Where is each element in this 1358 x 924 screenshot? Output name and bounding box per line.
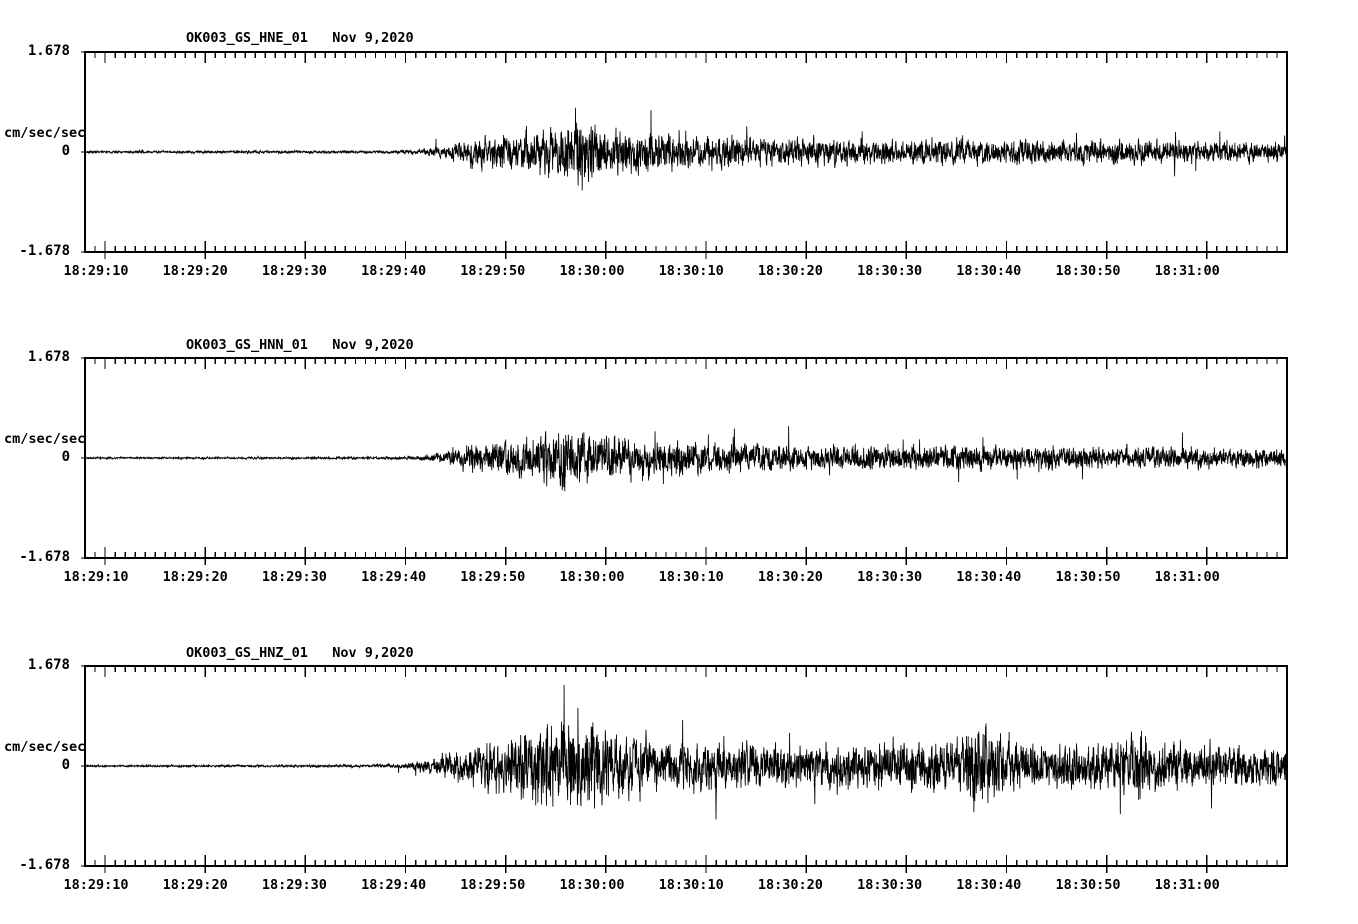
- y-axis-label-hne: cm/sec/sec: [4, 125, 86, 141]
- x-tick-label: 18:29:20: [162, 263, 228, 279]
- waveform-trace-hnz: [84, 684, 1288, 820]
- x-tick-label: 18:30:10: [658, 569, 724, 585]
- x-tick-label: 18:30:20: [757, 263, 823, 279]
- x-tick-label: 18:30:30: [857, 569, 923, 585]
- axis-ticks: [81, 51, 1288, 259]
- x-tick-label: 18:29:10: [63, 263, 129, 279]
- x-tick-label: 18:29:50: [460, 263, 526, 279]
- x-tick-label: 18:30:50: [1055, 877, 1121, 893]
- x-tick-label: 18:29:40: [361, 877, 427, 893]
- x-tick-label: 18:30:10: [658, 263, 724, 279]
- x-tick-label: 18:30:40: [956, 569, 1022, 585]
- panel-title-hnz: OK003_GS_HNZ_01 Nov 9,2020: [186, 645, 414, 661]
- x-tick-label: 18:30:20: [757, 877, 823, 893]
- x-tick-label: 18:29:10: [63, 569, 129, 585]
- x-tick-label: 18:30:40: [956, 263, 1022, 279]
- plot-area-hne: [81, 51, 1288, 259]
- x-tick-label: 18:29:20: [162, 569, 228, 585]
- y-tick-max-hnz: 1.678: [27, 657, 70, 673]
- x-tick-label: 18:29:50: [460, 877, 526, 893]
- x-tick-label: 18:30:00: [559, 877, 625, 893]
- y-tick-min-hne: -1.678: [19, 243, 70, 259]
- x-tick-label: 18:30:30: [857, 263, 923, 279]
- x-tick-label: 18:30:20: [757, 569, 823, 585]
- x-tick-label: 18:30:10: [658, 877, 724, 893]
- y-tick-zero-hnn: 0: [61, 449, 70, 465]
- x-tick-label: 18:29:20: [162, 877, 228, 893]
- x-tick-label: 18:29:50: [460, 569, 526, 585]
- y-tick-zero-hnz: 0: [61, 757, 70, 773]
- x-tick-label: 18:30:30: [857, 877, 923, 893]
- waveform-trace-hne: [84, 107, 1288, 191]
- panel-title-hnn: OK003_GS_HNN_01 Nov 9,2020: [186, 337, 414, 353]
- y-tick-zero-hne: 0: [61, 143, 70, 159]
- x-tick-label: 18:30:40: [956, 877, 1022, 893]
- x-tick-label: 18:30:50: [1055, 569, 1121, 585]
- y-tick-min-hnn: -1.678: [19, 549, 70, 565]
- x-tick-label: 18:31:00: [1154, 569, 1220, 585]
- x-tick-label: 18:31:00: [1154, 877, 1220, 893]
- axis-ticks: [81, 665, 1288, 873]
- y-tick-max-hnn: 1.678: [27, 349, 70, 365]
- panel-title-hne: OK003_GS_HNE_01 Nov 9,2020: [186, 30, 414, 46]
- y-axis-label-hnz: cm/sec/sec: [4, 739, 86, 755]
- x-tick-label: 18:31:00: [1154, 263, 1220, 279]
- plot-area-hnz: [81, 665, 1288, 873]
- x-tick-label: 18:29:40: [361, 569, 427, 585]
- x-tick-label: 18:29:10: [63, 877, 129, 893]
- plot-area-hnn: [81, 357, 1288, 565]
- x-tick-label: 18:29:40: [361, 263, 427, 279]
- x-tick-label: 18:29:30: [261, 569, 327, 585]
- y-axis-label-hnn: cm/sec/sec: [4, 431, 86, 447]
- waveform-trace-hnn: [84, 426, 1288, 492]
- x-tick-label: 18:29:30: [261, 263, 327, 279]
- x-tick-label: 18:29:30: [261, 877, 327, 893]
- y-tick-max-hne: 1.678: [27, 43, 70, 59]
- axis-ticks: [81, 357, 1288, 565]
- x-tick-label: 18:30:00: [559, 263, 625, 279]
- x-tick-label: 18:30:50: [1055, 263, 1121, 279]
- y-tick-min-hnz: -1.678: [19, 857, 70, 873]
- x-tick-label: 18:30:00: [559, 569, 625, 585]
